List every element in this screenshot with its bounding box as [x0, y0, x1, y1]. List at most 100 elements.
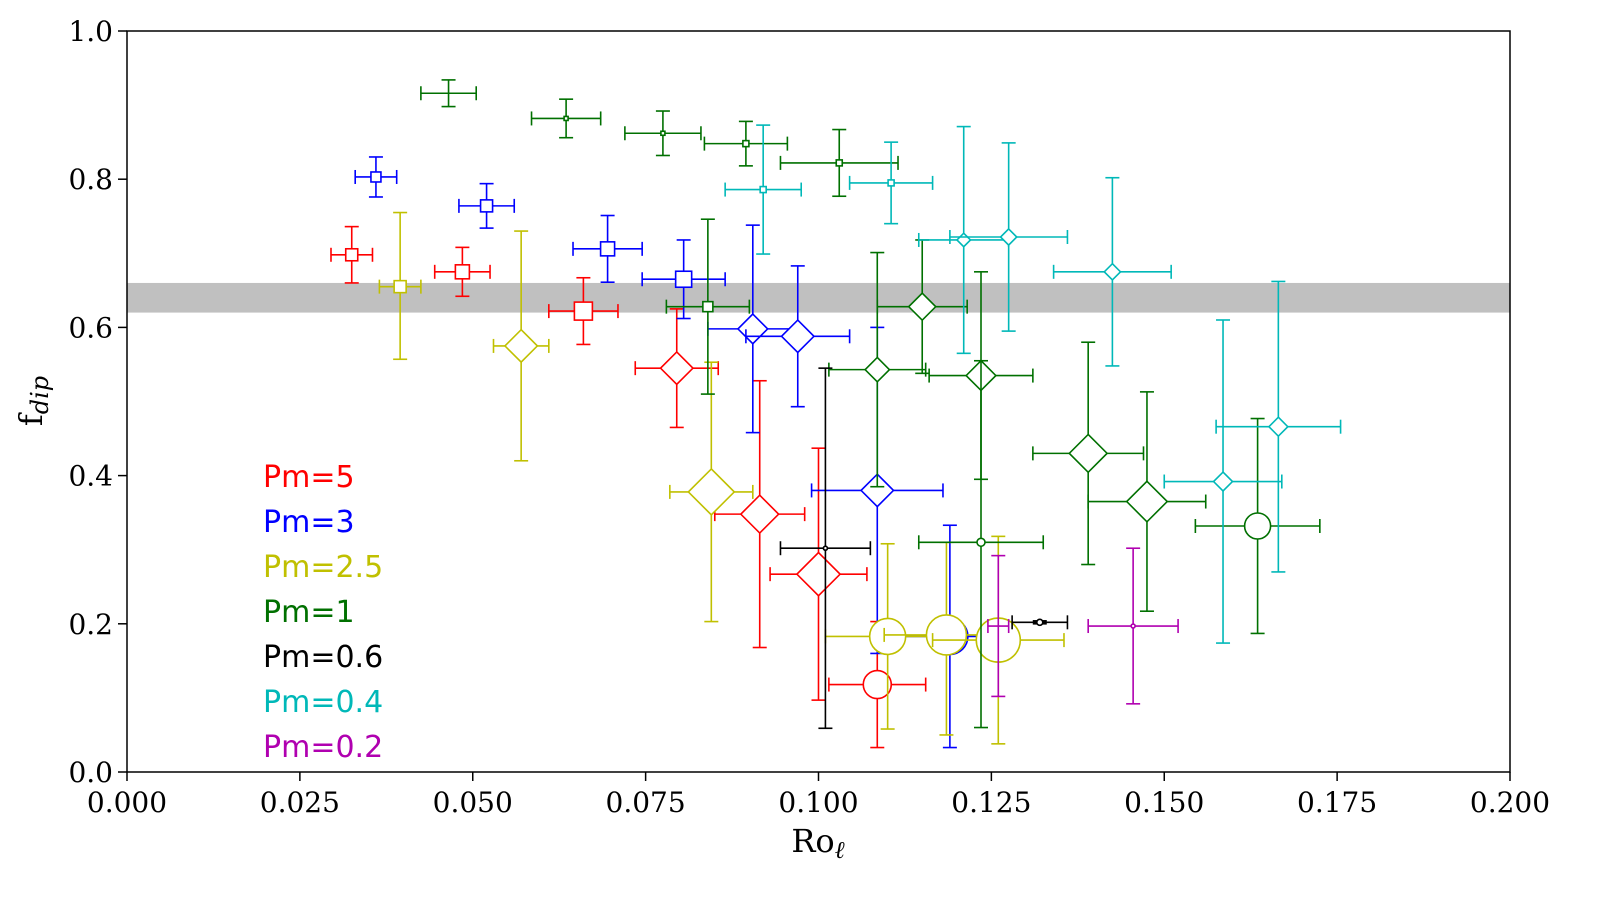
data-point — [724, 124, 803, 255]
data-point — [1052, 176, 1172, 367]
legend-entry: Pm=0.4 — [263, 685, 383, 720]
diamond-marker — [795, 551, 842, 597]
diamond-marker — [780, 318, 816, 354]
legend-entry: Pm=0.2 — [263, 730, 383, 765]
y-axis-label: fdip — [12, 376, 54, 426]
x-tick-label: 0.000 — [87, 786, 167, 819]
data-point — [848, 141, 934, 225]
diamond-marker — [1103, 262, 1122, 282]
series-3 — [378, 211, 1065, 745]
legend-entry: Pm=1 — [263, 595, 355, 630]
data-point — [433, 246, 491, 298]
legend-entry: Pm=5 — [263, 460, 355, 495]
x-tick-label: 0.100 — [778, 786, 858, 819]
diamond-marker — [1125, 480, 1169, 523]
data-point — [641, 239, 726, 320]
square-marker — [344, 247, 359, 262]
legend-entry: Pm=2.5 — [263, 550, 383, 585]
diamond-marker — [863, 356, 891, 383]
data-point — [713, 379, 806, 649]
square-marker — [660, 130, 666, 137]
square-marker — [759, 185, 767, 194]
x-tick-label: 0.200 — [1470, 786, 1550, 819]
data-point — [1163, 319, 1283, 644]
axes-layer: 0.000 0.025 0.050 0.075 0.100 0.125 0.150 0.175… — [68, 15, 1550, 819]
series-5 — [779, 367, 1069, 730]
data-point — [779, 367, 872, 730]
data-point — [987, 554, 1010, 698]
data-point — [1032, 341, 1145, 566]
y-tick-label: 0.0 — [68, 756, 113, 789]
circle-marker — [976, 537, 986, 548]
circle-marker — [1130, 623, 1136, 629]
square-marker — [674, 270, 693, 289]
data-point — [548, 276, 619, 346]
diamond-marker — [739, 494, 780, 535]
data-layer — [330, 79, 1342, 749]
legend: Pm=5 Pm=3 Pm=2.5 Pm=1 Pm=0.6 Pm=0.4 Pm=0.2 — [263, 460, 383, 765]
data-point — [876, 239, 968, 375]
square-marker — [835, 159, 844, 167]
data-point — [824, 542, 951, 730]
data-point — [1087, 547, 1179, 705]
reference-band-layer — [127, 282, 1510, 313]
circle-marker — [868, 617, 907, 656]
diamond-marker — [687, 467, 736, 516]
data-point — [665, 218, 751, 395]
x-tick-label: 0.150 — [1124, 786, 1204, 819]
data-point — [378, 211, 422, 361]
x-tick-label: 0.025 — [260, 786, 340, 819]
x-tick-label: 0.075 — [606, 786, 686, 819]
series-6 — [724, 124, 1342, 644]
y-tick-label: 0.2 — [68, 608, 113, 641]
square-marker — [393, 279, 407, 294]
data-point — [1011, 615, 1069, 630]
square-marker — [702, 300, 714, 313]
square-marker — [887, 179, 895, 187]
y-tick-label: 0.6 — [68, 311, 113, 344]
x-tick-label: 0.175 — [1297, 786, 1377, 819]
data-point — [669, 361, 754, 623]
data-point — [624, 110, 702, 157]
x-tick-label: 0.050 — [433, 786, 513, 819]
data-point — [745, 265, 851, 408]
data-point — [703, 120, 789, 167]
data-point — [949, 142, 1069, 332]
diamond-marker — [1212, 470, 1234, 493]
circle-marker — [1035, 618, 1044, 627]
data-point — [917, 359, 1045, 729]
data-point — [458, 182, 516, 229]
data-point — [330, 225, 374, 284]
data-point — [707, 224, 799, 434]
legend-entry: Pm=3 — [263, 505, 355, 540]
square-marker — [599, 241, 616, 257]
data-point — [1215, 280, 1342, 573]
y-axis-label-subscript: dip — [26, 376, 54, 414]
data-point — [634, 308, 720, 429]
data-point — [530, 98, 602, 139]
diamond-marker — [1267, 416, 1289, 438]
y-axis-label-main: f — [12, 412, 50, 426]
circle-marker — [925, 614, 968, 656]
series-7 — [987, 547, 1179, 705]
y-tick-label: 1.0 — [68, 15, 113, 48]
circle-marker — [1243, 512, 1272, 540]
square-marker — [370, 171, 382, 183]
circle-marker — [862, 669, 893, 700]
y-tick-label: 0.4 — [68, 460, 113, 493]
square-marker — [563, 115, 569, 122]
diamond-marker — [859, 473, 895, 508]
y-tick-label: 0.8 — [68, 163, 113, 196]
square-marker — [479, 199, 494, 213]
x-axis-label-subscript: ℓ — [835, 836, 845, 864]
square-marker — [454, 264, 471, 280]
diamond-marker — [999, 227, 1018, 247]
data-point — [492, 230, 550, 462]
reference-band — [127, 282, 1510, 313]
diamond-marker — [1068, 433, 1109, 474]
x-tick-label: 0.125 — [951, 786, 1031, 819]
data-point — [779, 128, 899, 198]
x-axis-label: Roℓ — [791, 822, 844, 864]
series-4 — [420, 79, 1321, 729]
